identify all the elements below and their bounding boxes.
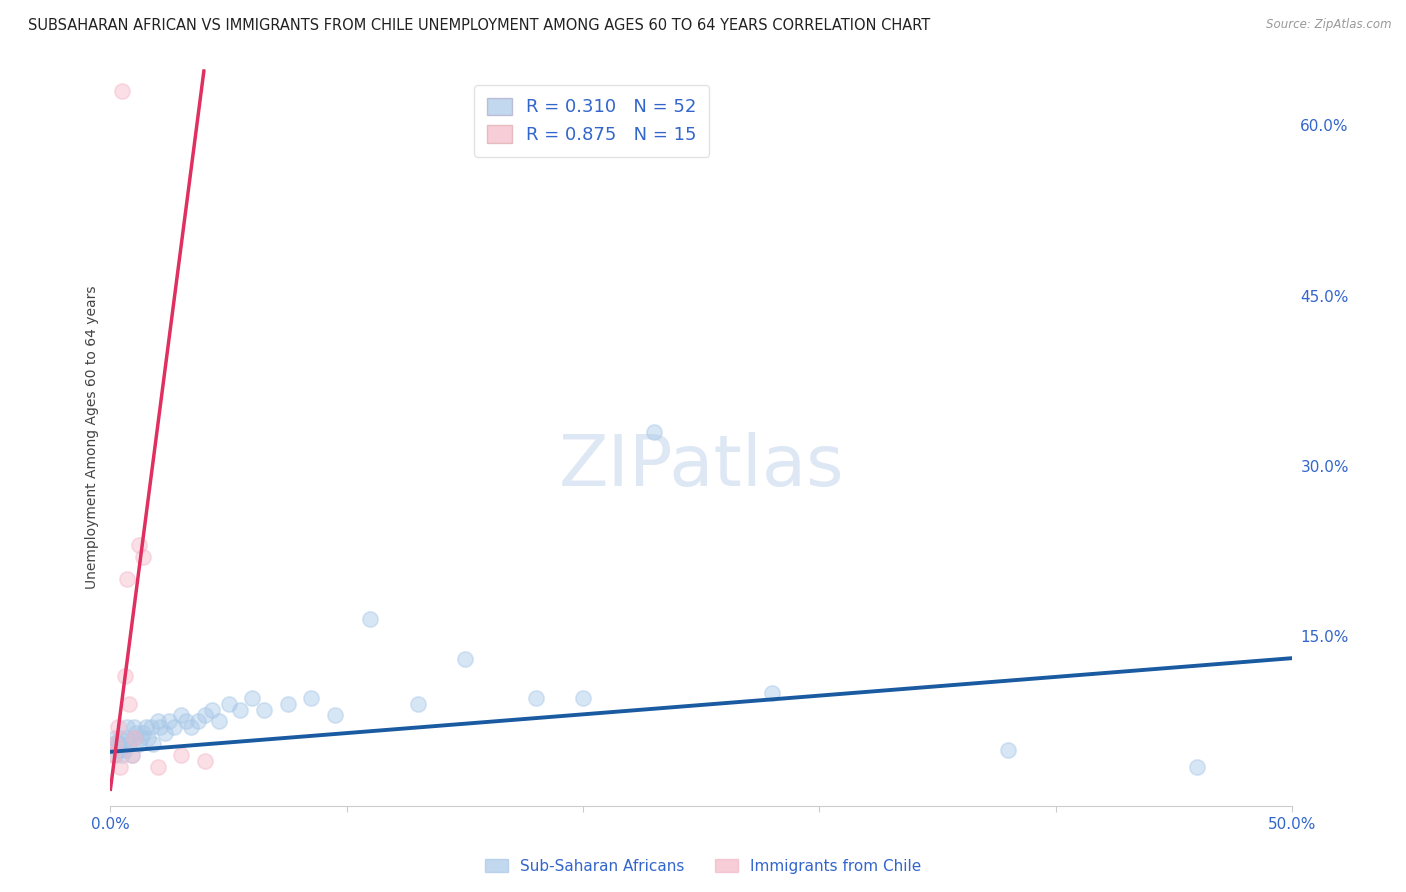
Point (121, 748, 143, 763)
Point (104, 737, 127, 751)
Point (240, 691, 263, 706)
Point (129, 731, 152, 746)
Legend: R = 0.310   N = 52, R = 0.875   N = 15: R = 0.310 N = 52, R = 0.875 N = 15 (474, 85, 710, 157)
Point (170, 708, 193, 723)
Point (170, 748, 193, 763)
Point (149, 720, 172, 734)
Point (146, 759, 169, 773)
Legend: Sub-Saharan Africans, Immigrants from Chile: Sub-Saharan Africans, Immigrants from Ch… (478, 853, 928, 880)
Point (1187, 759, 1209, 773)
Point (643, 425, 665, 439)
Point (323, 708, 346, 723)
Point (122, 731, 145, 746)
Point (524, 691, 547, 706)
Point (146, 714, 169, 728)
Point (218, 697, 240, 711)
Point (201, 703, 224, 717)
Point (142, 737, 165, 751)
Point (174, 714, 197, 728)
Point (159, 714, 181, 728)
Point (118, 737, 141, 751)
Point (253, 703, 276, 717)
Point (114, 669, 136, 683)
Point (139, 720, 162, 734)
Point (454, 651, 477, 665)
Text: Source: ZipAtlas.com: Source: ZipAtlas.com (1267, 18, 1392, 31)
Point (107, 737, 129, 751)
Point (101, 737, 124, 751)
Point (111, 84, 134, 98)
Point (107, 742, 129, 756)
Point (132, 725, 155, 739)
Point (163, 720, 186, 734)
Point (997, 742, 1019, 756)
Point (111, 737, 134, 751)
Point (187, 714, 209, 728)
Point (122, 731, 145, 746)
Point (132, 549, 155, 564)
Point (128, 737, 150, 751)
Point (115, 720, 138, 734)
Point (299, 691, 322, 706)
Point (104, 748, 127, 763)
Point (359, 612, 381, 626)
Point (108, 731, 131, 746)
Point (194, 754, 217, 768)
Point (108, 759, 131, 773)
Point (121, 748, 143, 763)
Point (572, 691, 595, 706)
Point (114, 742, 136, 756)
Y-axis label: Unemployment Among Ages 60 to 64 years: Unemployment Among Ages 60 to 64 years (86, 285, 100, 589)
Point (128, 538, 150, 552)
Point (125, 725, 148, 739)
Point (107, 720, 129, 734)
Point (406, 697, 429, 711)
Point (111, 748, 134, 763)
Point (136, 731, 159, 746)
Text: SUBSAHARAN AFRICAN VS IMMIGRANTS FROM CHILE UNEMPLOYMENT AMONG AGES 60 TO 64 YEA: SUBSAHARAN AFRICAN VS IMMIGRANTS FROM CH… (28, 18, 931, 33)
Point (229, 703, 252, 717)
Point (135, 720, 157, 734)
Point (194, 708, 217, 723)
Point (101, 748, 124, 763)
Point (115, 572, 138, 586)
Point (115, 731, 138, 746)
Point (180, 720, 202, 734)
Point (104, 731, 127, 746)
Point (208, 714, 231, 728)
Text: ZIPatlas: ZIPatlas (558, 433, 844, 501)
Point (761, 686, 783, 700)
Point (153, 725, 176, 739)
Point (118, 697, 141, 711)
Point (277, 697, 299, 711)
Point (108, 742, 131, 756)
Point (122, 720, 145, 734)
